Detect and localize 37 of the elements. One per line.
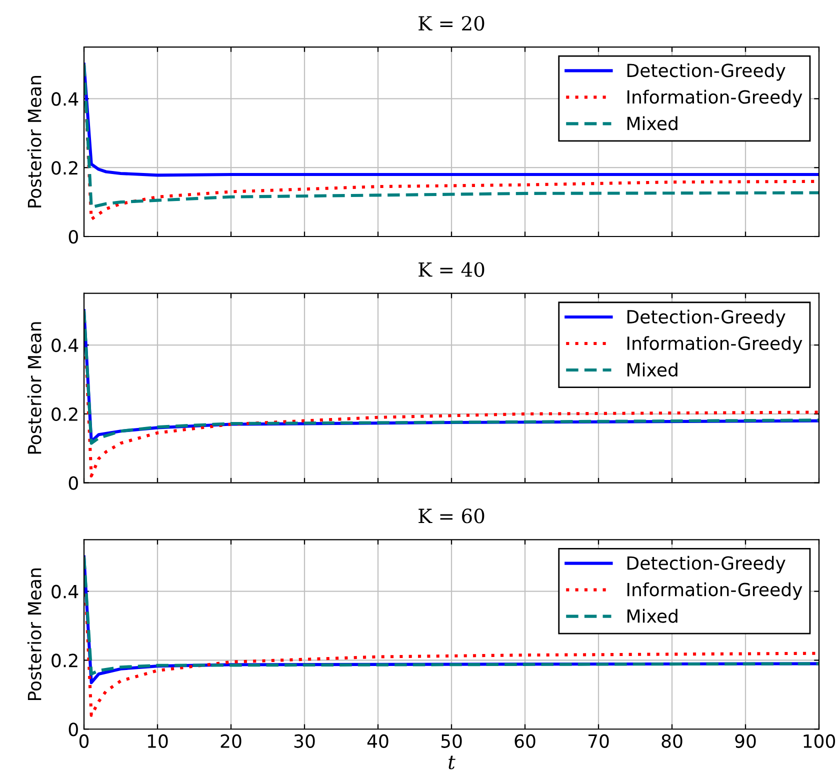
y-tick-label: 0.2 (52, 161, 78, 175)
y-tick-label: 0.2 (52, 407, 78, 422)
chart-title: K = 40 (418, 262, 484, 277)
y-tick-label: 0.4 (52, 584, 78, 598)
legend-label: Information-Greedy (627, 582, 802, 600)
x-tick-label: 60 (514, 734, 536, 748)
x-tick-label: 40 (367, 734, 388, 748)
x-tick-label: 80 (662, 734, 682, 748)
y-tick-label: 0 (68, 230, 78, 244)
chart-title: K = 20 (418, 16, 484, 31)
legend-label: Detection-Greedy (627, 63, 786, 81)
x-tick-label: 10 (148, 734, 168, 748)
legend-label: Mixed (627, 116, 678, 130)
legend-label: Mixed (627, 362, 678, 377)
x-axis-title: t (448, 756, 456, 770)
y-tick-label: 0.4 (52, 338, 78, 352)
x-tick-label: 90 (735, 734, 756, 748)
x-tick-label: 50 (441, 734, 462, 748)
chart-title: K = 60 (418, 508, 484, 524)
legend-label: Information-Greedy (627, 336, 802, 354)
x-tick-label: 70 (588, 734, 609, 748)
y-axis-title: Posterior Mean (27, 322, 42, 454)
y-tick-label: 0.4 (52, 92, 78, 106)
x-tick-label: 30 (294, 734, 315, 748)
y-axis-title: Posterior Mean (27, 76, 42, 208)
y-axis-title: Posterior Mean (27, 568, 42, 700)
y-tick-label: 0.2 (52, 654, 78, 668)
legend-label: Information-Greedy (627, 90, 802, 108)
x-tick-label: 20 (220, 734, 242, 748)
legend-label: Detection-Greedy (627, 556, 786, 574)
line-series (84, 62, 819, 177)
y-tick-label: 0 (68, 722, 78, 736)
y-tick-label: 0 (68, 476, 78, 490)
legend-label: Detection-Greedy (627, 310, 786, 328)
x-tick-label: 0 (79, 734, 89, 748)
legend-label: Mixed (627, 608, 678, 623)
x-tick-label: 100 (804, 734, 836, 748)
